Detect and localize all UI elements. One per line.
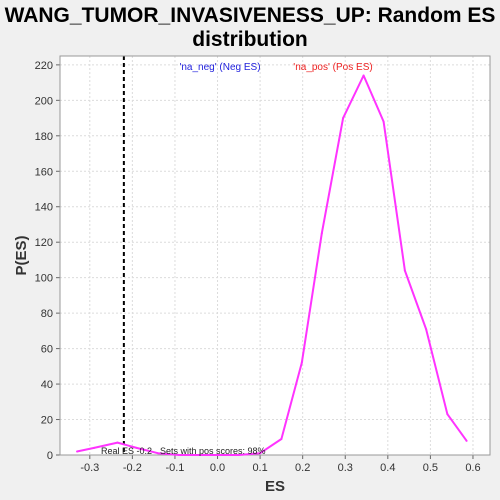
- series-point: [362, 74, 365, 77]
- y-tick-label: 180: [35, 131, 53, 143]
- series-point: [237, 454, 240, 456]
- series-point: [320, 232, 323, 235]
- y-tick-label: 40: [41, 379, 53, 391]
- y-tick-label: 100: [35, 273, 53, 285]
- series-line: [76, 74, 468, 456]
- x-tick-label: 0.4: [380, 462, 395, 474]
- x-tick-label: -0.2: [123, 462, 142, 474]
- series-point: [342, 117, 345, 120]
- x-tick-label: 0.2: [295, 462, 310, 474]
- y-tick-label: 140: [35, 202, 53, 214]
- x-tick-label: 0.3: [338, 462, 353, 474]
- x-tick-label: 0.1: [252, 462, 267, 474]
- series-point: [300, 361, 303, 364]
- y-tick-label: 60: [41, 344, 53, 356]
- y-tick-label: 200: [35, 95, 53, 107]
- axes: -0.3 -0.2 -0.1 0.0 0.1 0.2 0.3 0.4 0.5 0.6 0 20 40 60…: [35, 55, 491, 474]
- series-point: [465, 439, 468, 442]
- series-point: [280, 438, 283, 441]
- series-point: [382, 120, 385, 123]
- grid: [60, 56, 490, 456]
- series-point: [216, 454, 219, 456]
- x-tick-label: 0.0: [210, 462, 225, 474]
- y-axis-label: P(ES): [13, 235, 30, 275]
- plot-border: [59, 55, 491, 456]
- sets-pos-annotation: Sets with pos scores: 98%: [160, 446, 266, 456]
- y-tick-label: 220: [35, 60, 53, 72]
- legend-pos-label: 'na_pos' (Pos ES): [293, 62, 372, 73]
- series-point: [76, 450, 79, 453]
- series-point: [156, 452, 159, 455]
- series-point: [197, 454, 200, 456]
- series-point: [259, 452, 262, 455]
- series-point: [403, 269, 406, 272]
- series-point: [93, 446, 96, 449]
- y-tick-label: 20: [41, 415, 53, 427]
- series-point: [135, 446, 138, 449]
- series-point: [116, 441, 119, 444]
- annotations: 'na_neg' (Neg ES) 'na_pos' (Pos ES) Real…: [101, 62, 373, 456]
- chart-title-line-2: distribution: [192, 28, 308, 51]
- y-tick-label: 0: [47, 450, 53, 462]
- plot-area: [60, 56, 490, 455]
- series-point: [425, 328, 428, 331]
- real-es-annotation: Real ES -0.2: [101, 446, 152, 456]
- series-point: [446, 413, 449, 416]
- series-layer: [76, 74, 468, 456]
- x-tick-label: 0.6: [465, 462, 480, 474]
- y-tick-label: 120: [35, 237, 53, 249]
- x-axis-label: ES: [265, 478, 285, 495]
- x-tick-label: 0.5: [423, 462, 438, 474]
- legend-neg-label: 'na_neg' (Neg ES): [179, 62, 260, 73]
- x-tick-label: -0.1: [165, 462, 184, 474]
- y-tick-label: 160: [35, 166, 53, 178]
- y-tick-label: 80: [41, 308, 53, 320]
- chart-title-line-1: WANG_TUMOR_INVASIVENESS_UP: Random ES: [4, 4, 496, 27]
- series-point: [178, 454, 181, 456]
- x-tick-label: -0.3: [80, 462, 99, 474]
